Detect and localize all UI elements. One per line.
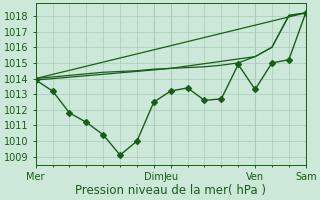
X-axis label: Pression niveau de la mer( hPa ): Pression niveau de la mer( hPa ) — [75, 184, 266, 197]
